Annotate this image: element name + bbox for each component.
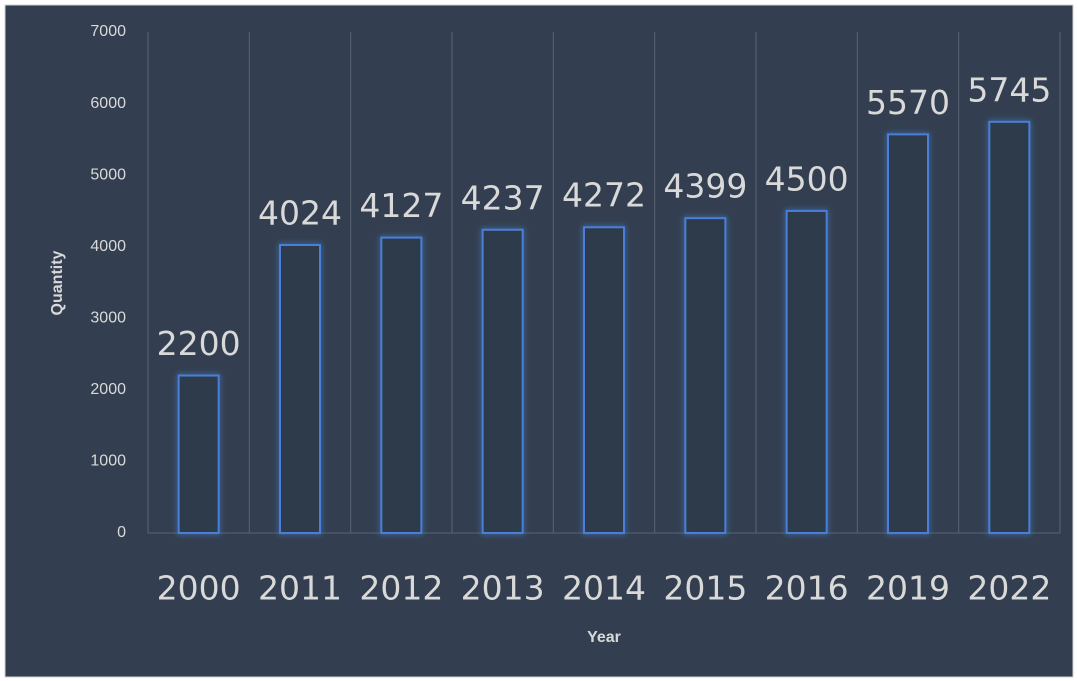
- y-tick-label: 4000: [90, 238, 126, 255]
- data-label: 4024: [258, 193, 342, 232]
- x-tick-label: 2016: [765, 569, 849, 608]
- y-axis-title: Quantity: [49, 250, 66, 315]
- data-label: 5745: [967, 70, 1051, 109]
- data-label: 4500: [765, 159, 849, 198]
- data-label: 4272: [562, 176, 646, 215]
- bar: [785, 209, 828, 535]
- data-label: 5570: [866, 83, 950, 122]
- data-label: 4127: [359, 186, 443, 225]
- x-tick-label: 2012: [359, 569, 443, 608]
- y-tick-label: 0: [117, 524, 126, 541]
- y-tick-label: 3000: [90, 310, 126, 327]
- y-tick-label: 5000: [90, 166, 126, 183]
- bar: [583, 226, 625, 534]
- y-tick-label: 7000: [90, 23, 126, 40]
- bar: [684, 217, 727, 534]
- x-tick-label: 2013: [461, 569, 545, 608]
- bar: [177, 374, 220, 534]
- bar: [887, 133, 929, 534]
- x-axis-title: Year: [587, 629, 621, 646]
- data-label: 2200: [157, 324, 241, 363]
- bar: [988, 120, 1031, 534]
- bar: [481, 228, 524, 534]
- x-tick-label: 2011: [258, 569, 342, 608]
- x-tick-label: 2015: [663, 569, 747, 608]
- y-tick-label: 2000: [90, 381, 126, 398]
- y-tick-label: 1000: [90, 453, 126, 470]
- bar: [279, 243, 321, 534]
- data-label: 4237: [461, 178, 545, 217]
- y-tick-label: 6000: [90, 95, 126, 112]
- x-tick-label: 2000: [157, 569, 241, 608]
- x-tick-label: 2022: [967, 569, 1051, 608]
- x-tick-label: 2019: [866, 569, 950, 608]
- bar: [380, 236, 423, 534]
- x-tick-label: 2014: [562, 569, 646, 608]
- data-label: 4399: [663, 167, 747, 206]
